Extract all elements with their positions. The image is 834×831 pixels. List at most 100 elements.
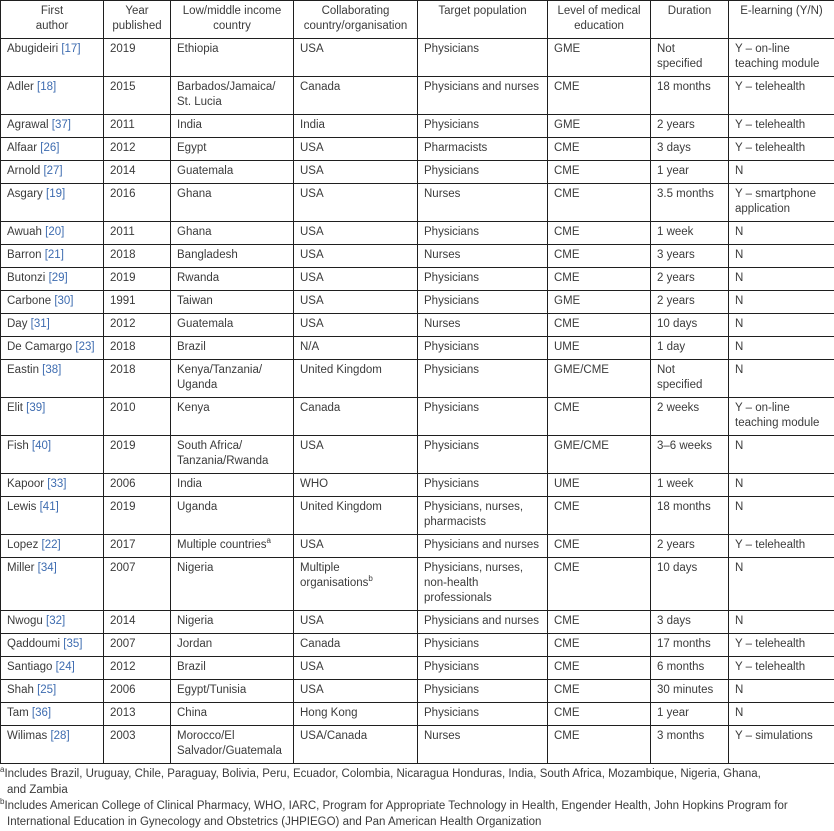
cell-duration: Not specified bbox=[651, 360, 729, 398]
author-name: Adler bbox=[7, 81, 37, 93]
cell-year: 2012 bbox=[104, 314, 171, 337]
cell-author: Kapoor [33] bbox=[1, 474, 104, 497]
cell-country: Taiwan bbox=[171, 291, 294, 314]
superscript-marker: a bbox=[266, 536, 270, 545]
cell-country: Ghana bbox=[171, 222, 294, 245]
author-name: Shah bbox=[7, 684, 37, 696]
citation-link[interactable]: [35] bbox=[63, 638, 82, 650]
cell-collaborator: Multiple organisationsb bbox=[294, 558, 418, 611]
cell-country: Egypt bbox=[171, 138, 294, 161]
cell-target: Physicians bbox=[418, 703, 548, 726]
cell-duration: 6 months bbox=[651, 657, 729, 680]
citation-link[interactable]: [40] bbox=[32, 440, 51, 452]
cell-collaborator: USA bbox=[294, 680, 418, 703]
cell-elearning: N bbox=[729, 611, 834, 634]
cell-duration: 1 week bbox=[651, 474, 729, 497]
cell-collaborator: USA/Canada bbox=[294, 726, 418, 764]
citation-link[interactable]: [29] bbox=[49, 272, 68, 284]
cell-elearning: N bbox=[729, 474, 834, 497]
citation-link[interactable]: [24] bbox=[56, 661, 75, 673]
citation-link[interactable]: [28] bbox=[50, 730, 69, 742]
citation-link[interactable]: [18] bbox=[37, 81, 56, 93]
citation-link[interactable]: [26] bbox=[40, 142, 59, 154]
cell-duration: 17 months bbox=[651, 634, 729, 657]
cell-elearning: N bbox=[729, 222, 834, 245]
cell-author: Eastin [38] bbox=[1, 360, 104, 398]
cell-author: Lewis [41] bbox=[1, 497, 104, 535]
cell-target: Physicians bbox=[418, 680, 548, 703]
citation-link[interactable]: [20] bbox=[45, 226, 64, 238]
citation-link[interactable]: [41] bbox=[40, 501, 59, 513]
cell-duration: 2 weeks bbox=[651, 398, 729, 436]
cell-level: UME bbox=[548, 337, 651, 360]
cell-year: 2018 bbox=[104, 245, 171, 268]
citation-link[interactable]: [38] bbox=[42, 364, 61, 376]
citation-link[interactable]: [23] bbox=[75, 341, 94, 353]
cell-level: CME bbox=[548, 558, 651, 611]
cell-target: Physicians bbox=[418, 291, 548, 314]
cell-level: CME bbox=[548, 77, 651, 115]
citation-link[interactable]: [30] bbox=[54, 295, 73, 307]
cell-year: 2006 bbox=[104, 680, 171, 703]
cell-country: Kenya/Tanzania/ Uganda bbox=[171, 360, 294, 398]
cell-country: India bbox=[171, 474, 294, 497]
cell-year: 2018 bbox=[104, 337, 171, 360]
cell-level: CME bbox=[548, 314, 651, 337]
cell-year: 2011 bbox=[104, 115, 171, 138]
citation-link[interactable]: [17] bbox=[61, 43, 80, 55]
cell-elearning: N bbox=[729, 360, 834, 398]
citation-link[interactable]: [32] bbox=[46, 615, 65, 627]
cell-collaborator: United Kingdom bbox=[294, 360, 418, 398]
cell-country: Barbados/Jamaica/ St. Lucia bbox=[171, 77, 294, 115]
author-name: Arnold bbox=[7, 165, 43, 177]
cell-year: 2014 bbox=[104, 611, 171, 634]
cell-elearning: Y – telehealth bbox=[729, 115, 834, 138]
citation-link[interactable]: [31] bbox=[31, 318, 50, 330]
cell-country: China bbox=[171, 703, 294, 726]
cell-target: Physicians bbox=[418, 115, 548, 138]
cell-year: 2010 bbox=[104, 398, 171, 436]
cell-country: Nigeria bbox=[171, 611, 294, 634]
citation-link[interactable]: [36] bbox=[32, 707, 51, 719]
cell-author: Adler [18] bbox=[1, 77, 104, 115]
cell-author: Abugideiri [17] bbox=[1, 39, 104, 77]
cell-duration: 18 months bbox=[651, 497, 729, 535]
citation-link[interactable]: [22] bbox=[42, 539, 61, 551]
cell-author: Barron [21] bbox=[1, 245, 104, 268]
author-name: Wilimas bbox=[7, 730, 50, 742]
citation-link[interactable]: [39] bbox=[26, 402, 45, 414]
cell-target: Physicians bbox=[418, 436, 548, 474]
cell-elearning: N bbox=[729, 497, 834, 535]
cell-duration: 2 years bbox=[651, 115, 729, 138]
cell-level: GME/CME bbox=[548, 360, 651, 398]
citation-link[interactable]: [37] bbox=[52, 119, 71, 131]
column-header-medical-education: Level of medical education bbox=[548, 1, 651, 39]
author-name: Elit bbox=[7, 402, 26, 414]
citation-link[interactable]: [27] bbox=[43, 165, 62, 177]
author-name: Nwogu bbox=[7, 615, 46, 627]
cell-duration: 1 day bbox=[651, 337, 729, 360]
cell-duration: 3 days bbox=[651, 138, 729, 161]
cell-collaborator: USA bbox=[294, 657, 418, 680]
cell-elearning: Y – on-line teaching module bbox=[729, 39, 834, 77]
cell-year: 2017 bbox=[104, 535, 171, 558]
cell-year: 2015 bbox=[104, 77, 171, 115]
cell-year: 2018 bbox=[104, 360, 171, 398]
cell-level: GME bbox=[548, 115, 651, 138]
citation-link[interactable]: [19] bbox=[46, 188, 65, 200]
author-name: Carbone bbox=[7, 295, 54, 307]
citation-link[interactable]: [25] bbox=[37, 684, 56, 696]
cell-target: Physicians, nurses, non-health professio… bbox=[418, 558, 548, 611]
cell-level: GME/CME bbox=[548, 436, 651, 474]
citation-link[interactable]: [34] bbox=[38, 562, 57, 574]
citation-link[interactable]: [21] bbox=[45, 249, 64, 261]
author-name: Agrawal bbox=[7, 119, 52, 131]
citation-link[interactable]: [33] bbox=[47, 478, 66, 490]
